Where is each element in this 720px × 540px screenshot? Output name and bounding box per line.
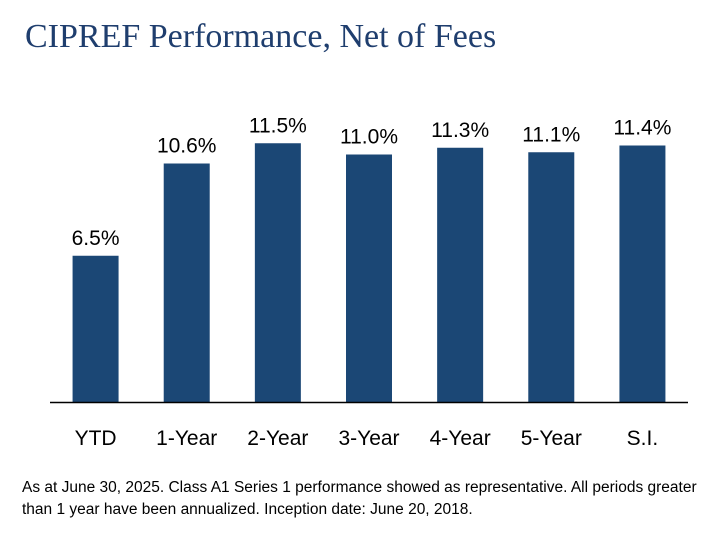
- data-label: 11.0%: [340, 126, 398, 149]
- x-tick-label: 3-Year: [338, 427, 399, 450]
- bar-ytd: [72, 255, 119, 402]
- chart-title: CIPREF Performance, Net of Fees: [25, 18, 497, 55]
- x-tick-label: S.I.: [627, 427, 659, 450]
- footnote: As at June 30, 2025. Class A1 Series 1 p…: [22, 479, 697, 518]
- x-tick-label: 5-Year: [521, 427, 582, 450]
- data-label: 11.1%: [522, 123, 580, 146]
- x-tick-label: 1-Year: [156, 427, 217, 450]
- x-tick-label: 4-Year: [430, 427, 491, 450]
- bar-3-year: [346, 154, 392, 402]
- x-tick-label: YTD: [75, 427, 117, 450]
- bar-2-year: [254, 143, 301, 402]
- data-label: 11.4%: [613, 117, 671, 140]
- x-tick-labels-group: YTD 1-Year 2-Year 3-Year 4-Year 5-Year S.I.: [75, 427, 659, 450]
- x-tick-label: 2-Year: [247, 427, 308, 450]
- bar-chart: 6.5% 10.6% 11.5% 11.0% 11.3% 11.1% 11.4% YTD 1-…: [50, 114, 688, 450]
- data-label: 10.6%: [157, 135, 217, 158]
- data-labels-group: 6.5% 10.6% 11.5% 11.0% 11.3% 11.1% 11.4%: [72, 114, 672, 250]
- data-label: 11.3%: [431, 119, 489, 142]
- data-label: 6.5%: [72, 227, 120, 250]
- bar-5-year: [528, 152, 575, 402]
- bar-4-year: [437, 147, 484, 402]
- bar-1-year: [163, 163, 210, 402]
- bar-s-i: [619, 145, 666, 402]
- bars-group: [72, 143, 666, 402]
- data-label: 11.5%: [249, 114, 307, 137]
